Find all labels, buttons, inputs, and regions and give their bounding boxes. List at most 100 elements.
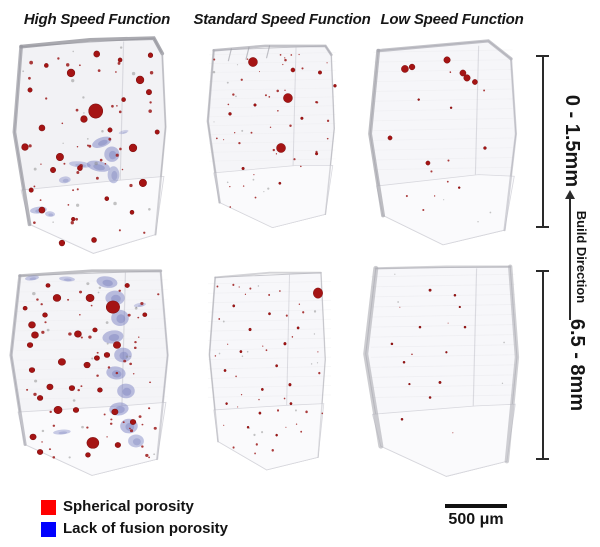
spherical-pore (268, 312, 271, 316)
panel-standard-speed-6-5-8mm (198, 268, 341, 473)
legend-swatch-red (41, 499, 56, 515)
spherical-pore (93, 50, 100, 58)
lack-of-fusion-blob (58, 176, 71, 184)
spherical-pore (223, 369, 227, 372)
spherical-pore (458, 305, 461, 309)
spherical-pore (50, 166, 56, 173)
spherical-pore (86, 437, 100, 449)
spherical-pore (88, 103, 104, 119)
lack-of-fusion-blob (104, 146, 120, 162)
build-direction-arrow-icon (564, 190, 576, 320)
sample-floor (213, 403, 325, 471)
spherical-pore (57, 358, 66, 366)
legend-item-lack-of-fusion: Lack of fusion porosity (41, 521, 228, 537)
spherical-pore (248, 57, 258, 67)
legend-label-spherical: Spherical porosity (63, 498, 194, 515)
spherical-pore (103, 352, 111, 358)
legend: Spherical porosity Lack of fusion porosi… (41, 499, 228, 543)
scale-bar-label: 500 μm (448, 511, 504, 528)
spherical-pore (36, 449, 44, 455)
spherical-pore (443, 56, 451, 64)
spherical-pore (46, 383, 54, 391)
spherical-pore (408, 383, 411, 386)
spherical-pore (313, 287, 323, 299)
depth-label-bottom: 6.5 - 8mm (566, 318, 588, 412)
column-header-standard-speed: Standard Speed Function (193, 11, 371, 28)
spherical-pore (129, 419, 137, 425)
ct-render-hs-top (12, 36, 167, 254)
spherical-pore (401, 65, 409, 73)
spherical-pore (333, 84, 337, 88)
lack-of-fusion-blob (86, 160, 110, 172)
ct-render-ss-bot (208, 271, 331, 471)
spherical-pore (449, 106, 453, 109)
spherical-pore (97, 387, 103, 393)
panel-standard-speed-0-1-5mm (199, 40, 346, 232)
spherical-pore (275, 364, 279, 368)
spherical-pore (124, 283, 130, 288)
spherical-pore (28, 367, 36, 373)
spherical-pore (276, 143, 286, 153)
spherical-pore (463, 74, 471, 82)
spherical-pore (128, 143, 138, 153)
ct-render-hs-bot (9, 269, 169, 476)
spherical-pore (92, 327, 98, 333)
spherical-pore (91, 237, 97, 243)
spherical-pore (296, 326, 300, 330)
spherical-pore (71, 217, 76, 222)
lack-of-fusion-blob (111, 309, 129, 327)
lack-of-fusion-blob (59, 276, 75, 282)
spherical-pore (232, 304, 236, 308)
spherical-pore (58, 239, 66, 247)
lack-of-fusion-blob (102, 330, 124, 344)
spherical-pore (94, 355, 100, 361)
spherical-pore (28, 321, 36, 329)
spherical-pore (53, 405, 63, 414)
spherical-pore (408, 63, 416, 71)
spherical-pore (147, 52, 154, 58)
spherical-pore (445, 351, 448, 354)
depth-bracket-top-line (541, 57, 544, 226)
spherical-pore (117, 57, 123, 63)
spherical-pore (417, 98, 420, 101)
spherical-pore (438, 380, 442, 384)
panel-low-speed-0-1-5mm (362, 36, 524, 248)
spherical-pore (283, 342, 287, 346)
ct-render-ls-top (368, 39, 518, 246)
scale-bar-line (445, 504, 507, 508)
spherical-pore (425, 160, 431, 166)
lack-of-fusion-blob (44, 211, 56, 217)
spherical-pore (29, 433, 37, 441)
spherical-pore (472, 79, 478, 85)
spherical-pore (129, 210, 135, 215)
lack-of-fusion-blob (118, 129, 129, 135)
lack-of-fusion-blob (96, 276, 118, 288)
spherical-pore (390, 342, 394, 346)
sample-floor (376, 174, 515, 246)
spherical-pore (457, 186, 461, 189)
spherical-pore (228, 112, 232, 116)
spherical-pore (52, 294, 62, 302)
legend-item-spherical: Spherical porosity (41, 499, 228, 515)
spherical-pore (22, 306, 28, 311)
scale-bar: 500 μm (445, 504, 507, 529)
legend-label-lack-of-fusion: Lack of fusion porosity (63, 520, 229, 537)
spherical-pore (315, 152, 319, 156)
sample-floor (371, 403, 516, 477)
spherical-pore (80, 115, 88, 123)
spherical-pore (402, 361, 406, 364)
spherical-pore (142, 312, 148, 317)
spherical-pore (68, 385, 76, 391)
spherical-pore (121, 97, 126, 102)
depth-bracket-top (536, 55, 549, 228)
lack-of-fusion-blob (114, 347, 132, 363)
lack-of-fusion-blob (117, 383, 135, 399)
spherical-pore (154, 129, 160, 135)
spherical-pore (44, 63, 49, 68)
spherical-pore (45, 283, 51, 288)
spherical-pore (248, 327, 252, 332)
spherical-pore (428, 396, 432, 399)
ct-render-ss-top (206, 44, 337, 229)
lack-of-fusion-blob (53, 429, 71, 435)
